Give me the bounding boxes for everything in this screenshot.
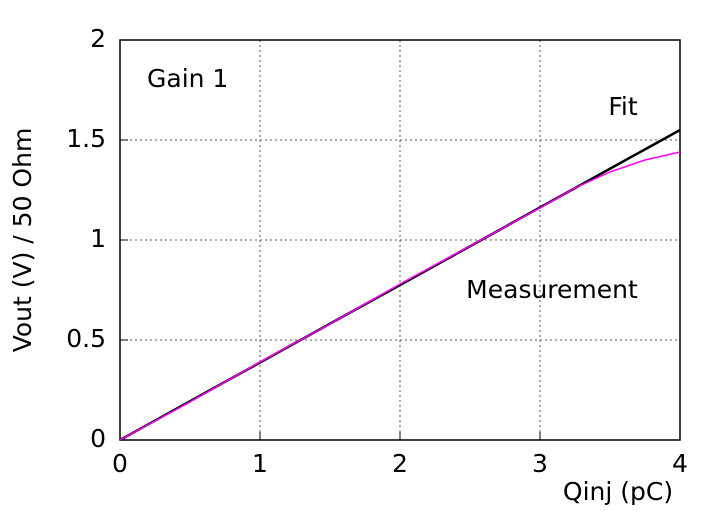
y-tick-label: 2 (90, 24, 106, 53)
x-tick-label: 0 (112, 449, 128, 478)
plot-frame (119, 39, 681, 441)
x-tick-label: 1 (252, 449, 268, 478)
series-label: Fit (608, 92, 638, 121)
series-label: Measurement (466, 275, 638, 304)
x-tick-label: 2 (392, 449, 408, 478)
annotation: Gain 1 (147, 64, 228, 93)
y-tick-label: 0 (90, 424, 106, 453)
x-tick-label: 3 (532, 449, 548, 478)
y-tick-label: 1.5 (66, 124, 106, 153)
y-tick-label: 0.5 (66, 324, 106, 353)
series-line (119, 151, 681, 441)
x-axis-label: Qinj (pC) (563, 477, 673, 506)
y-tick-label: 1 (90, 224, 106, 253)
y-axis-label: Vout (V) / 50 Ohm (8, 128, 37, 353)
x-tick-label: 4 (672, 449, 688, 478)
